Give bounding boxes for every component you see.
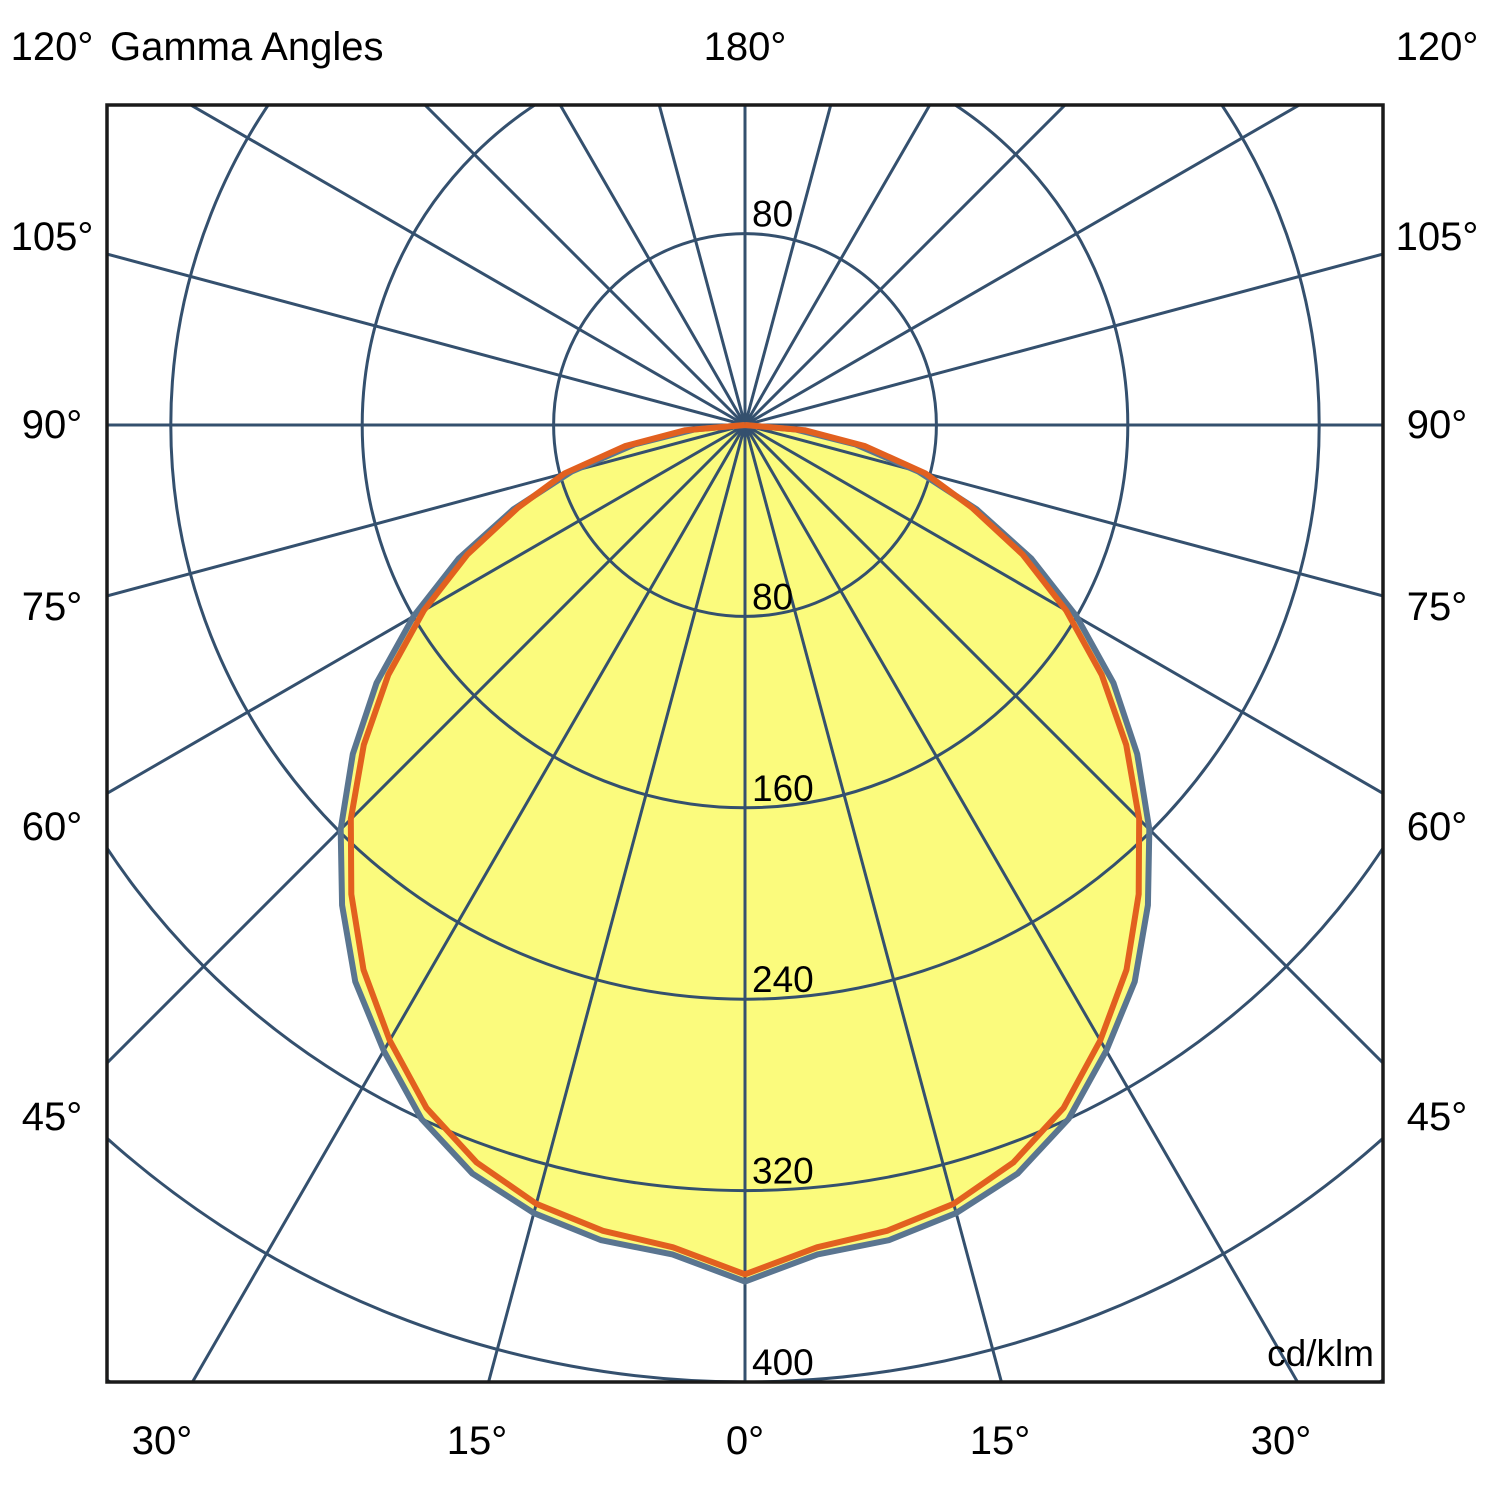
grid-ray-30 [743,424,1300,1382]
radial-tick-160: 160 [752,768,814,809]
gamma-label-right-2: 90° [1406,403,1468,447]
curve-c90-c270 [337,422,1153,1285]
radial-tick-400: 400 [752,1342,814,1383]
grid-ray-120 [744,105,1303,427]
grid-ray-210 [558,105,747,426]
gamma-label-top-180: 180° [703,25,787,69]
gamma-label-left-5: 45° [21,1095,83,1139]
unit-label: cd/klm [1267,1333,1374,1374]
radial-tick-upper-80: 80 [752,194,793,235]
radial-tick-80: 80 [752,576,793,617]
grid-ray-345 [487,424,747,1382]
chart-title: Gamma Angles [110,25,384,69]
gamma-label-right-4: 60° [1406,805,1468,849]
gamma-label-left-1: 105° [10,215,94,259]
grid-ray-60 [744,423,1383,796]
grid-ray-195 [657,105,747,426]
grid-ray-315 [107,423,747,1066]
grid-ray-15 [743,424,1003,1382]
grid-ray-255 [107,252,746,427]
radial-tick-320: 320 [752,1151,814,1192]
grid-ray-300 [107,423,746,796]
gamma-label-bottom-2: 0° [725,1419,765,1463]
grid-ray-285 [107,423,746,598]
gamma-label-right-3: 75° [1406,585,1468,629]
curve-c0-c180 [347,422,1143,1278]
grid-ray-240 [187,105,746,427]
grid-ray-75 [744,423,1383,598]
plot-frame [105,103,1385,1384]
grid-ray-225 [422,105,747,427]
grid-ray-165 [743,105,833,426]
gamma-label-left-3: 75° [21,585,83,629]
grid-ray-135 [743,105,1068,427]
gamma-label-right-0: 120° [1395,25,1479,69]
gamma-label-left-4: 60° [21,805,83,849]
grid-ray-330 [190,424,747,1382]
radial-tick-240: 240 [752,959,814,1000]
grid-ray-45 [743,423,1383,1066]
gamma-label-bottom-0: 30° [131,1419,193,1463]
gamma-label-left-2: 90° [21,403,83,447]
grid-ray-105 [744,252,1383,427]
gamma-label-right-5: 45° [1406,1095,1468,1139]
gamma-label-bottom-4: 30° [1250,1419,1312,1463]
gamma-label-left-0: 120° [10,25,94,69]
grid-ray-150 [743,105,932,426]
gamma-label-bottom-3: 15° [969,1419,1031,1463]
gamma-label-right-1: 105° [1395,215,1479,259]
gamma-label-bottom-1: 15° [446,1419,508,1463]
